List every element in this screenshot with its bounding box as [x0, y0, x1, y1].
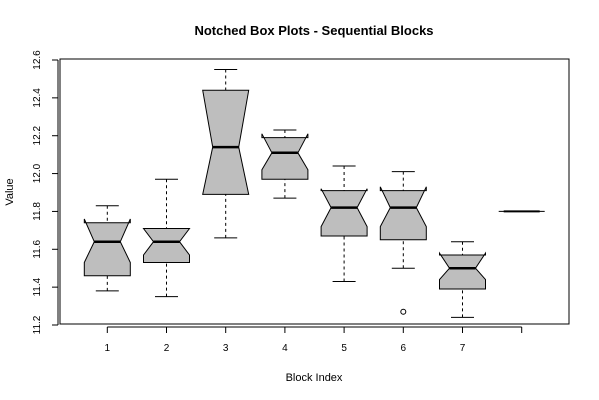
x-tick-label: 4: [282, 343, 288, 354]
x-tick-label: 2: [164, 343, 170, 354]
y-tick-label: 11.8: [32, 202, 43, 221]
x-tick-label: 3: [223, 343, 229, 354]
box-5: [320, 165, 368, 282]
chart-title: Notched Box Plots - Sequential Blocks: [194, 23, 433, 38]
boxes-layer: [83, 68, 545, 318]
y-tick-label: 11.2: [32, 315, 43, 334]
box-7: [439, 241, 486, 318]
x-axis-label: Block Index: [286, 372, 343, 384]
box-4: [261, 129, 309, 199]
box-3: [202, 68, 250, 239]
x-tick-label: 6: [401, 343, 407, 354]
y-tick-label: 12.4: [32, 88, 43, 108]
box-body: [83, 218, 131, 277]
x-tick-label: 5: [341, 343, 347, 354]
box-body: [320, 188, 368, 237]
box-body: [439, 251, 486, 290]
box-6: [379, 171, 427, 315]
y-tick-label: 12.0: [32, 163, 43, 183]
y-axis: 11.2 11.4 11.6 11.8 12.0 12.2 12.4 12.6: [32, 50, 59, 334]
y-tick-label: 12.6: [32, 50, 43, 70]
box-body: [142, 228, 191, 263]
x-tick-label: 7: [460, 343, 466, 354]
box-body: [261, 133, 309, 180]
x-axis: 1 2 3 4 5 6 7: [105, 326, 523, 354]
y-tick-label: 11.6: [32, 239, 43, 258]
y-axis-label: Value: [4, 178, 16, 205]
x-tick-label: 1: [105, 343, 111, 354]
y-tick-label: 11.4: [32, 277, 43, 296]
box-2: [142, 178, 191, 298]
y-tick-label: 12.2: [32, 126, 43, 146]
plot-frame: [59, 58, 570, 325]
box-body: [202, 89, 250, 195]
box-body: [379, 186, 427, 241]
box-1: [83, 205, 131, 292]
outlier-point: [400, 308, 407, 315]
